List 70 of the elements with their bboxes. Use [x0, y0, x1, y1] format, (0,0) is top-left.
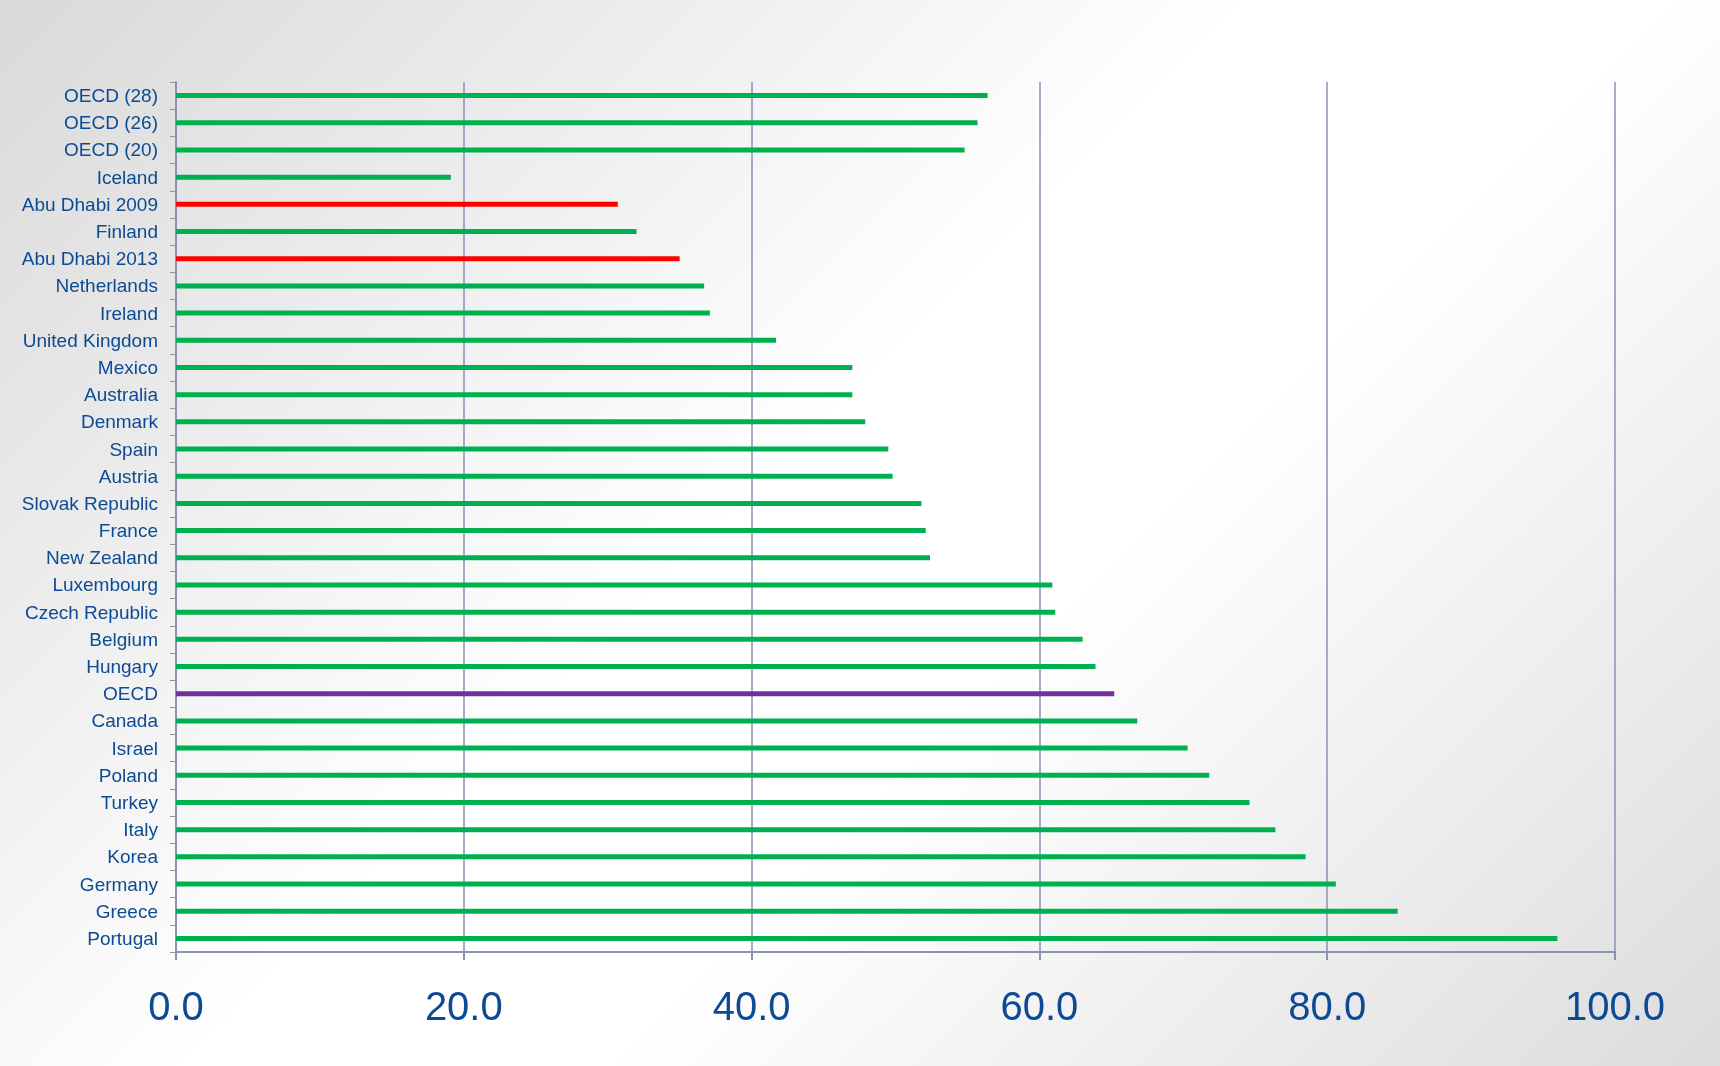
y-tick-label: Hungary	[86, 656, 159, 678]
y-tick-label: OECD	[103, 683, 158, 705]
y-tick-label: Slovak Republic	[21, 492, 158, 514]
y-tick-label: Korea	[107, 846, 159, 868]
bar	[176, 201, 618, 207]
y-tick-label: Finland	[95, 221, 158, 243]
y-tick-label: Canada	[91, 710, 159, 732]
y-tick-label: Portugal	[87, 927, 158, 949]
x-tick-label: 100.0	[1564, 984, 1666, 1028]
y-tick-label: OECD (28)	[64, 85, 158, 107]
bar	[176, 256, 680, 262]
y-tick-label: Spain	[109, 438, 158, 460]
y-tick-label: Poland	[98, 764, 158, 786]
y-tick-label: France	[98, 520, 158, 542]
bar	[176, 500, 922, 506]
bar	[176, 147, 965, 153]
y-tick-label: Iceland	[96, 166, 158, 188]
bar	[176, 745, 1188, 751]
y-tick-label: Mexico	[97, 356, 158, 378]
y-tick-label: Netherlands	[55, 275, 158, 297]
y-tick-label: Denmark	[80, 411, 159, 433]
bar	[176, 691, 1115, 697]
y-tick-label: Belgium	[89, 628, 158, 650]
bar	[176, 664, 1096, 670]
bar	[176, 772, 1210, 778]
y-tick-label: Germany	[79, 873, 159, 895]
bar	[176, 718, 1138, 724]
y-tick-label: Turkey	[100, 791, 159, 813]
bar	[176, 881, 1336, 887]
bar	[176, 799, 1250, 805]
bar	[176, 337, 777, 343]
bar	[176, 419, 866, 425]
x-tick-label: 40.0	[712, 984, 791, 1028]
bar	[176, 935, 1558, 941]
bar	[176, 528, 926, 534]
x-tick-label: 20.0	[424, 984, 503, 1028]
x-tick-label: 60.0	[1000, 984, 1079, 1028]
y-tick-label: OECD (26)	[64, 112, 158, 134]
y-tick-label: Italy	[123, 819, 159, 841]
bar	[176, 120, 978, 126]
bar	[176, 473, 893, 479]
bar	[176, 229, 637, 235]
y-tick-label: Abu Dhabi 2009	[21, 193, 158, 215]
bar	[176, 854, 1306, 860]
y-tick-label: Austria	[98, 465, 159, 487]
y-tick-label: OECD (20)	[64, 139, 158, 161]
bar	[176, 364, 853, 370]
y-tick-label: Czech Republic	[24, 601, 158, 623]
bar	[176, 582, 1053, 588]
bar	[176, 555, 931, 561]
bar	[176, 93, 988, 99]
y-tick-label: Greece	[95, 900, 158, 922]
x-tick-label: 0.0	[148, 984, 204, 1028]
bar	[176, 827, 1276, 833]
bar	[176, 310, 710, 316]
bar	[176, 283, 705, 289]
bar	[176, 392, 853, 398]
bar	[176, 908, 1398, 914]
y-tick-label: New Zealand	[46, 547, 158, 569]
bar	[176, 636, 1083, 642]
y-tick-label: United Kingdom	[22, 329, 158, 351]
y-tick-label: Ireland	[99, 302, 158, 324]
y-tick-label: Abu Dhabi 2013	[21, 248, 158, 270]
bar	[176, 609, 1056, 615]
y-tick-label: Luxembourg	[52, 574, 158, 596]
x-tick-label: 80.0	[1288, 984, 1367, 1028]
bar	[176, 446, 889, 452]
bar	[176, 174, 451, 180]
y-tick-label: Australia	[84, 384, 159, 406]
y-tick-label: Israel	[111, 737, 158, 759]
